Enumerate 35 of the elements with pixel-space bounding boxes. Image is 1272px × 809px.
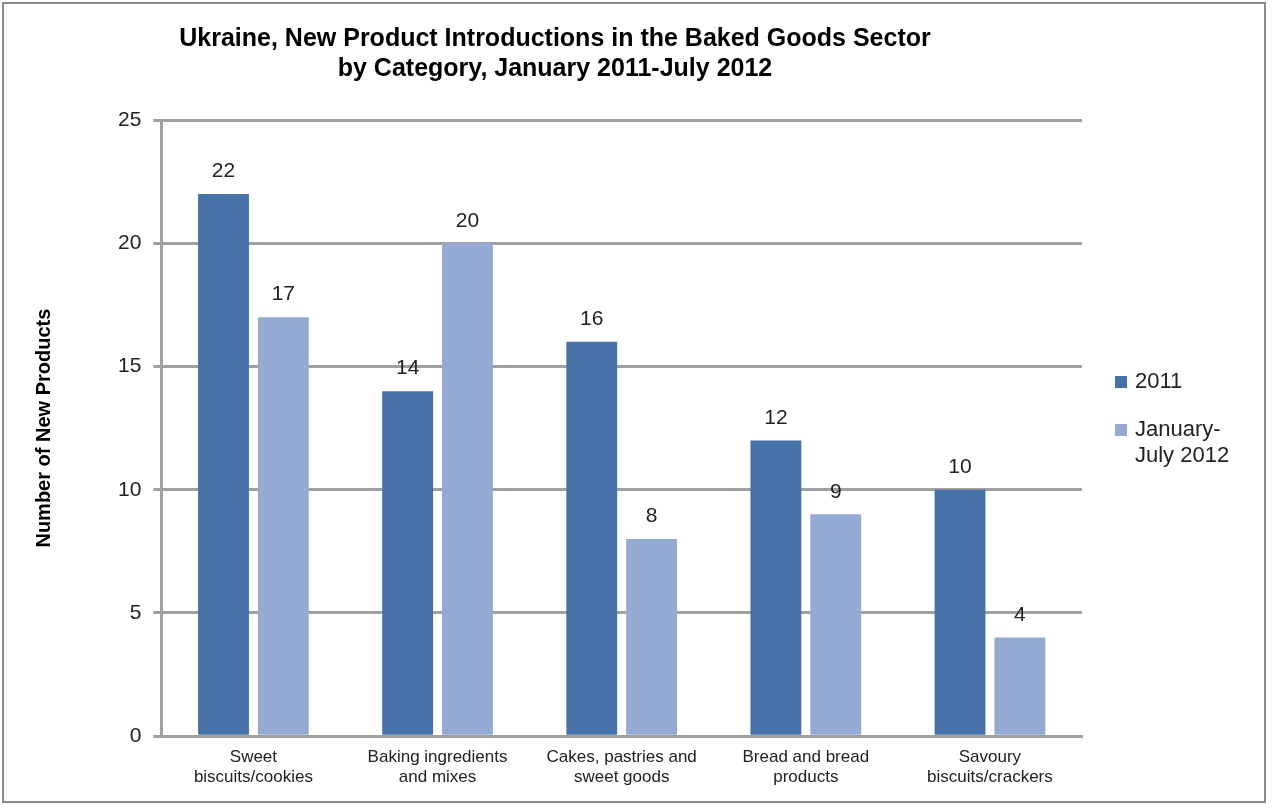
y-tick-label: 10 — [118, 476, 142, 500]
legend-label: 2011 — [1135, 368, 1184, 394]
data-label: 16 — [580, 306, 604, 330]
y-tick-label: 0 — [129, 723, 142, 746]
y-axis-title: Number of New Products — [31, 308, 54, 548]
bar — [994, 637, 1046, 735]
bar — [382, 391, 434, 735]
data-label: 10 — [948, 454, 972, 478]
x-tick-label: Sweet biscuits/cookies — [193, 747, 313, 787]
data-label: 20 — [455, 207, 480, 231]
x-tick-label: Bread and bread products — [742, 747, 870, 787]
bar — [566, 341, 618, 735]
bar — [934, 489, 986, 735]
data-label: 4 — [1014, 601, 1027, 625]
bar — [750, 440, 802, 735]
data-label: 22 — [211, 158, 236, 182]
y-tick-label: 5 — [129, 599, 142, 623]
y-tick-label: 20 — [118, 230, 142, 254]
chart-title: Ukraine, New Product Introductions in the Baked Goods Sector by Category, January 2011-July 2012 — [179, 22, 932, 81]
x-tick-label: Savoury biscuits/crackers — [927, 747, 1053, 787]
bar — [626, 539, 678, 735]
bar — [257, 317, 309, 735]
bar — [810, 514, 862, 735]
y-tick-label: 15 — [118, 353, 142, 377]
bar — [198, 193, 249, 735]
bar — [442, 243, 493, 735]
data-label: 14 — [395, 355, 420, 379]
x-tick-label: Baking ingredients and mixes — [367, 747, 508, 787]
y-tick-label: 25 — [118, 106, 142, 130]
data-label: 8 — [645, 503, 658, 527]
data-label: 17 — [271, 281, 296, 305]
legend-label: January-July 2012 — [1135, 416, 1231, 468]
data-label: 12 — [764, 404, 788, 428]
x-tick-label: Cakes, pastries and sweet goods — [546, 747, 697, 787]
data-label: 9 — [829, 478, 842, 502]
